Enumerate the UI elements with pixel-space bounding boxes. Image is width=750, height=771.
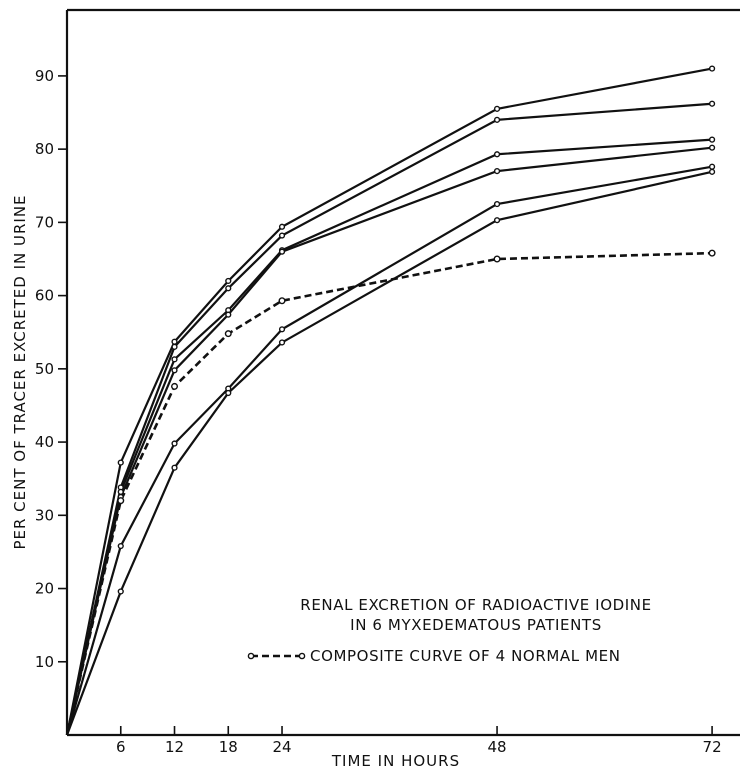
- x-tick-label: 24: [272, 738, 291, 756]
- patient-point: [278, 232, 286, 239]
- patient-point: [225, 389, 232, 397]
- patient-point: [493, 105, 501, 112]
- patient-point: [708, 168, 716, 175]
- patient-point: [171, 343, 178, 350]
- x-tick-label: 48: [488, 738, 507, 756]
- y-tick-label: 70: [35, 213, 54, 231]
- patient-point: [225, 277, 232, 285]
- x-tick-label: 18: [219, 738, 238, 756]
- patient-point: [493, 200, 501, 208]
- y-tick-label: 90: [35, 67, 54, 85]
- patient-point: [225, 285, 232, 292]
- composite-point: [171, 382, 179, 390]
- composite-point: [708, 249, 716, 257]
- patient-curve-1: [65, 67, 713, 736]
- patient-point: [171, 338, 178, 345]
- y-tick-label: 80: [35, 140, 54, 158]
- y-tick-label: 20: [35, 580, 54, 598]
- patient-point: [708, 65, 716, 72]
- patient-point: [708, 163, 716, 170]
- composite-point: [224, 330, 232, 338]
- x-tick-label: 6: [116, 738, 126, 756]
- y-tick-label: 30: [35, 506, 54, 524]
- x-tick-label: 72: [703, 738, 722, 756]
- patient-point: [117, 459, 124, 466]
- patient-point: [171, 464, 178, 471]
- x-tick-label: 12: [165, 738, 184, 756]
- x-axis-label: TIME IN HOURS: [331, 752, 460, 770]
- patient-point: [225, 311, 232, 318]
- patient-point: [708, 136, 716, 143]
- patient-point: [278, 248, 286, 255]
- patient-point: [278, 339, 286, 346]
- patient-point: [278, 326, 286, 333]
- patient-point: [117, 588, 124, 595]
- composite-point: [117, 497, 125, 505]
- patient-point: [171, 356, 178, 363]
- y-axis-label: PER CENT OF TRACER EXCRETED IN URINE: [11, 194, 29, 549]
- y-tick-label: 10: [35, 653, 54, 671]
- patient-point: [171, 367, 178, 374]
- legend-swatch-point-right: [298, 652, 306, 660]
- legend-title-line2: IN 6 MYXEDEMATOUS PATIENTS: [350, 616, 602, 634]
- patient-point: [117, 542, 124, 550]
- patient-point: [493, 168, 501, 175]
- axes: [65, 8, 740, 737]
- patient-point: [171, 440, 178, 447]
- y-tick-label: 40: [35, 433, 54, 451]
- composite-point: [278, 297, 286, 305]
- composite-point: [493, 255, 501, 263]
- patient-curve-2: [65, 102, 713, 736]
- patient-point: [708, 100, 716, 107]
- y-tick-label: 50: [35, 360, 54, 378]
- patient-point: [708, 144, 716, 151]
- legend-dashed-label: COMPOSITE CURVE OF 4 NORMAL MEN: [310, 647, 621, 665]
- patient-point: [493, 151, 501, 158]
- series-layer: [65, 65, 716, 736]
- legend-swatch-point-left: [247, 652, 255, 660]
- patient-point: [117, 488, 124, 495]
- patient-point: [493, 217, 501, 224]
- patient-point: [493, 116, 501, 123]
- x-ticks: 6 12 18 24 48 72: [116, 726, 722, 756]
- patient-point: [278, 223, 286, 230]
- y-tick-label: 60: [35, 287, 54, 305]
- legend-title-line1: RENAL EXCRETION OF RADIOACTIVE IODINE: [300, 596, 651, 614]
- legend: RENAL EXCRETION OF RADIOACTIVE IODINE IN…: [247, 596, 651, 665]
- patient-curve-3: [65, 138, 713, 736]
- y-ticks: 10 20 30 40 50 60 70 80 90: [35, 67, 67, 671]
